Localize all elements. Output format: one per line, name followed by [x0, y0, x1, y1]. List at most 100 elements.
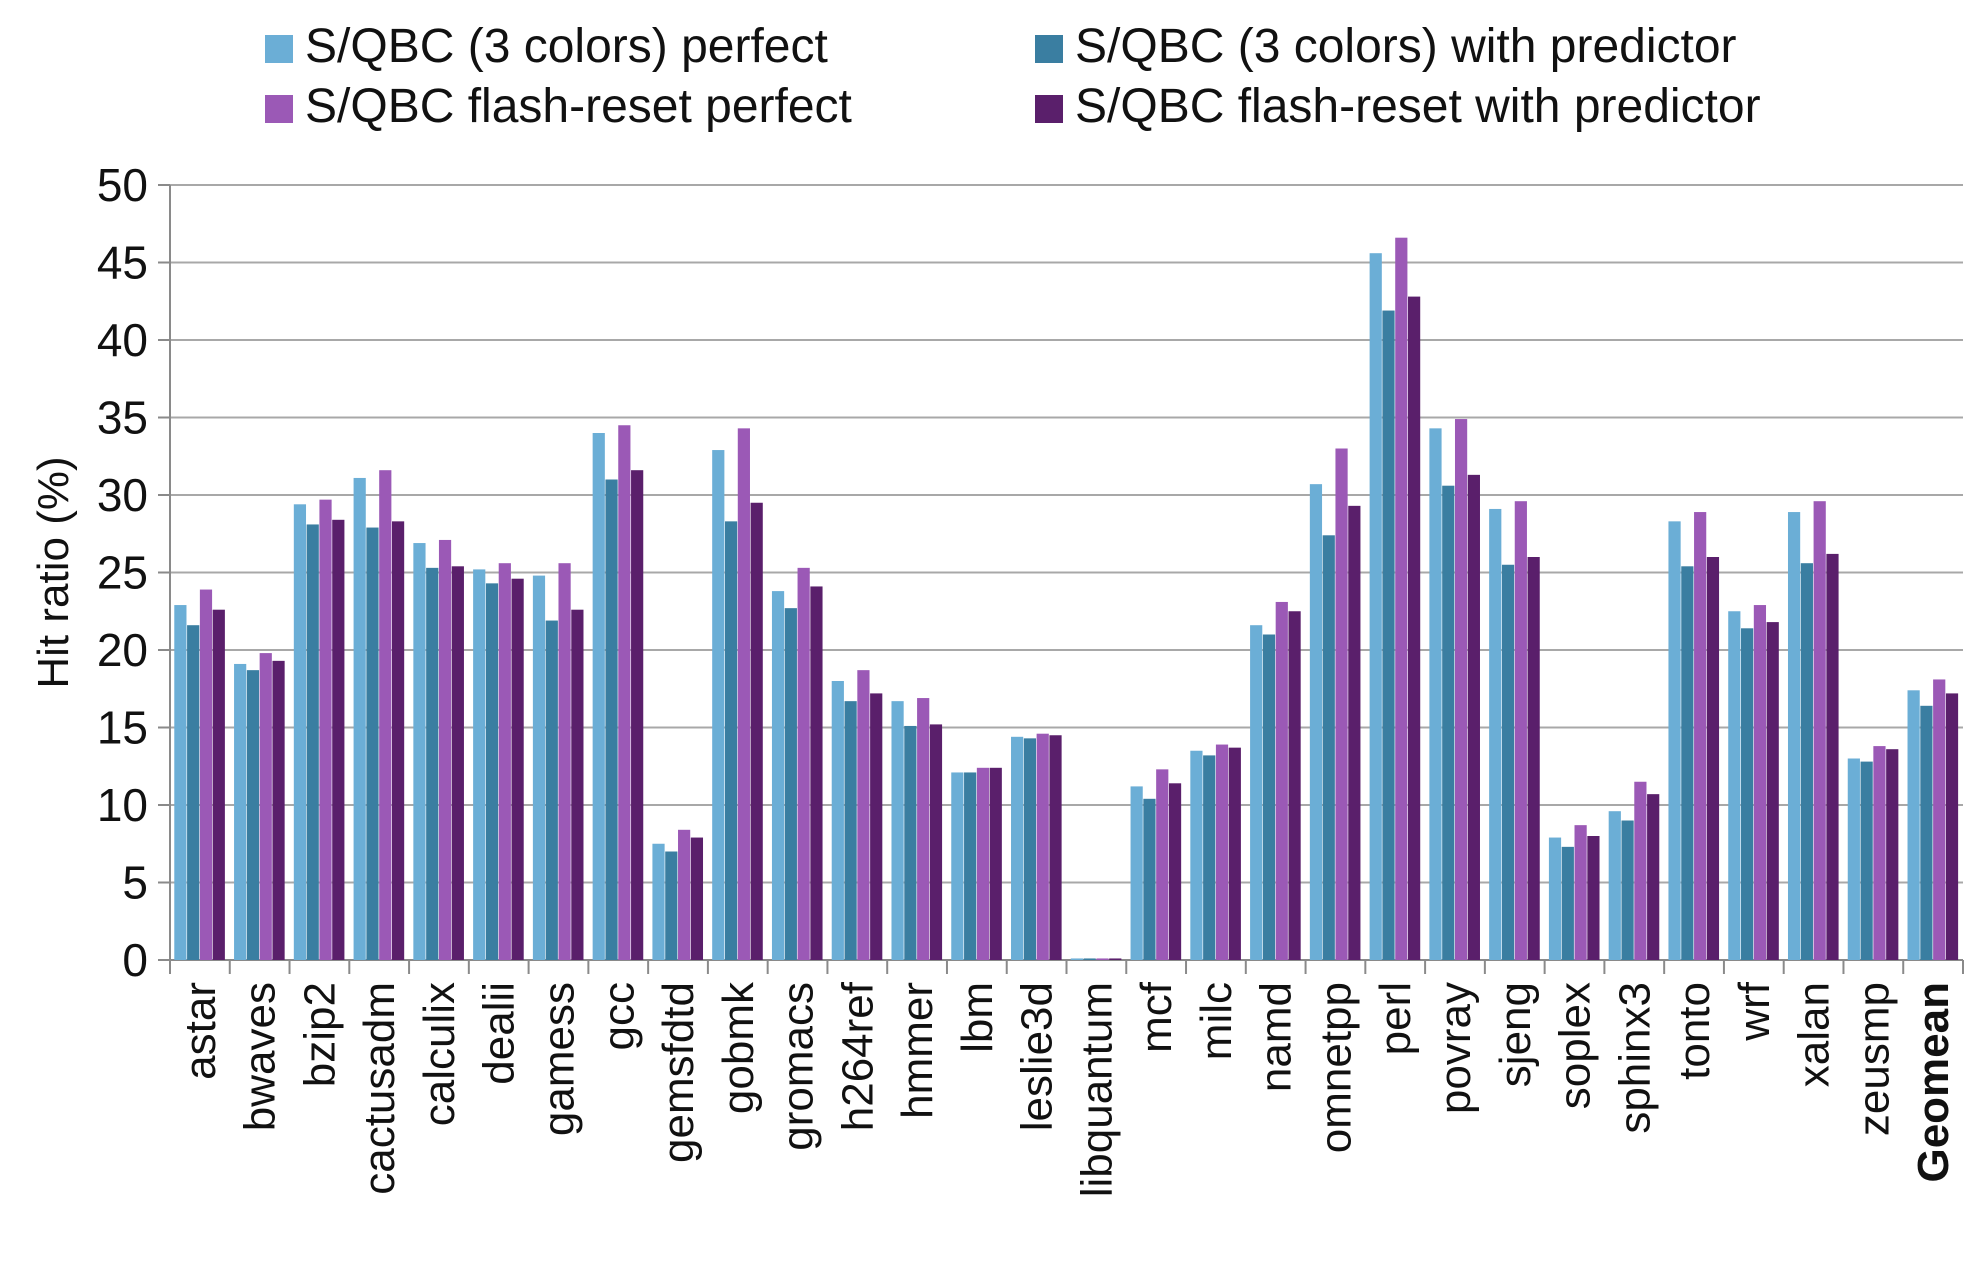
bar-soplex-series-4 [1587, 836, 1600, 960]
y-tick-label: 5 [122, 857, 148, 909]
bar-libquantum-series-4 [1109, 958, 1122, 960]
bar-calculix-series-2 [426, 567, 439, 960]
bar-cactusadm-series-1 [353, 477, 366, 960]
x-category-label: soplex [1551, 982, 1600, 1109]
bar-lbm-series-4 [989, 767, 1002, 960]
bar-wrf-series-4 [1766, 622, 1779, 960]
bar-lbm-series-1 [951, 772, 964, 960]
bar-gcc-series-2 [605, 479, 618, 960]
bar-soplex-series-1 [1548, 837, 1562, 960]
bar-gemsfdtd-series-2 [665, 851, 678, 960]
bar-libquantum-series-2 [1083, 958, 1096, 960]
bar-hmmer-series-1 [891, 701, 904, 960]
bar-gamess-series-4 [571, 609, 584, 960]
y-tick-label: 0 [122, 934, 148, 986]
x-category-label: sjeng [1491, 982, 1540, 1087]
bar-milc-series-3 [1215, 744, 1229, 960]
y-tick-label: 30 [97, 469, 148, 521]
x-category-label: gemsfdtd [654, 982, 703, 1163]
bar-zeusmp-series-3 [1873, 746, 1886, 960]
bar-omnetpp-series-3 [1335, 448, 1348, 960]
bar-sphinx3-series-3 [1634, 781, 1647, 960]
bar-wrf-series-2 [1741, 628, 1754, 960]
bar-gemsfdtd-series-3 [678, 829, 691, 960]
bar-geomean-series-2 [1920, 705, 1933, 960]
bar-geomean-series-1 [1907, 690, 1920, 960]
bar-astar-series-2 [187, 625, 200, 960]
bar-bwaves-series-4 [272, 660, 285, 960]
bar-gromacs-series-2 [784, 608, 797, 960]
bar-h264ref-series-2 [844, 701, 857, 960]
bar-gromacs-series-1 [771, 591, 785, 960]
x-category-label: astar [176, 982, 225, 1080]
x-category-label: perl [1371, 982, 1420, 1055]
bar-xalan-series-2 [1800, 563, 1813, 960]
legend-swatch-series-1 [265, 35, 293, 63]
bar-omnetpp-series-4 [1348, 505, 1361, 960]
bar-sphinx3-series-4 [1647, 794, 1660, 960]
bar-gobmk-series-2 [724, 521, 738, 960]
x-category-label: wrf [1730, 981, 1779, 1041]
x-category-label: namd [1252, 982, 1301, 1092]
bar-astar-series-1 [174, 605, 187, 960]
bar-dealii-series-2 [485, 583, 499, 960]
bar-omnetpp-series-2 [1322, 535, 1335, 960]
bar-gamess-series-2 [545, 620, 558, 960]
legend-label-series-1: S/QBC (3 colors) perfect [305, 20, 828, 73]
bar-gemsfdtd-series-4 [690, 837, 704, 960]
bar-bwaves-series-3 [259, 653, 272, 960]
bar-sjeng-series-3 [1514, 501, 1527, 960]
legend-swatch-series-3 [265, 95, 293, 123]
bar-zeusmp-series-4 [1886, 749, 1899, 960]
x-category-label: gromacs [774, 982, 823, 1151]
bar-soplex-series-2 [1561, 846, 1574, 960]
bar-gamess-series-1 [532, 575, 546, 960]
bar-geomean-series-3 [1933, 679, 1946, 960]
bar-wrf-series-1 [1728, 611, 1741, 960]
y-axis-title: Hit ratio (%) [29, 456, 78, 688]
x-category-label: omnetpp [1311, 982, 1360, 1153]
bar-mcf-series-1 [1130, 786, 1143, 960]
bar-tonto-series-1 [1668, 521, 1681, 960]
bar-h264ref-series-4 [870, 693, 883, 960]
bar-h264ref-series-1 [831, 681, 844, 960]
bar-bzip2-series-3 [319, 499, 332, 960]
bar-sphinx3-series-2 [1621, 820, 1634, 960]
bar-bzip2-series-4 [332, 519, 345, 960]
bar-sphinx3-series-1 [1608, 811, 1621, 960]
bar-bwaves-series-2 [246, 670, 260, 960]
bar-omnetpp-series-1 [1309, 484, 1323, 960]
bar-hmmer-series-2 [904, 725, 917, 960]
legend-label-series-2: S/QBC (3 colors) with predictor [1075, 20, 1737, 73]
x-category-label: povray [1431, 982, 1480, 1114]
bar-wrf-series-3 [1753, 605, 1767, 960]
bar-bzip2-series-1 [293, 504, 307, 960]
bar-gcc-series-1 [592, 433, 605, 960]
bar-xalan-series-4 [1826, 553, 1839, 960]
legend-label-series-4: S/QBC flash-reset with predictor [1075, 80, 1761, 133]
bar-povray-series-2 [1442, 485, 1455, 960]
y-tick-label: 25 [97, 547, 148, 599]
bar-libquantum-series-3 [1096, 958, 1109, 960]
bar-perl-series-1 [1369, 253, 1382, 960]
x-category-label: cactusadm [355, 982, 404, 1195]
bar-cactusadm-series-3 [379, 470, 392, 960]
legend-swatch-series-4 [1035, 95, 1063, 123]
bar-xalan-series-1 [1787, 512, 1801, 960]
y-tick-label: 50 [97, 159, 148, 211]
bar-soplex-series-3 [1574, 825, 1587, 960]
bar-lbm-series-2 [964, 772, 977, 960]
x-category-label: leslie3d [1013, 982, 1062, 1131]
bar-gobmk-series-1 [712, 450, 725, 960]
x-category-label: gobmk [714, 981, 763, 1114]
bar-xalan-series-3 [1813, 501, 1826, 960]
bar-milc-series-2 [1203, 755, 1216, 960]
bar-namd-series-4 [1288, 611, 1301, 960]
bar-gobmk-series-4 [750, 502, 763, 960]
y-tick-label: 10 [97, 779, 148, 831]
x-category-label: bzip2 [295, 982, 344, 1087]
x-category-label: dealii [475, 982, 524, 1085]
bar-bwaves-series-1 [234, 663, 247, 960]
x-category-label: calculix [415, 982, 464, 1126]
